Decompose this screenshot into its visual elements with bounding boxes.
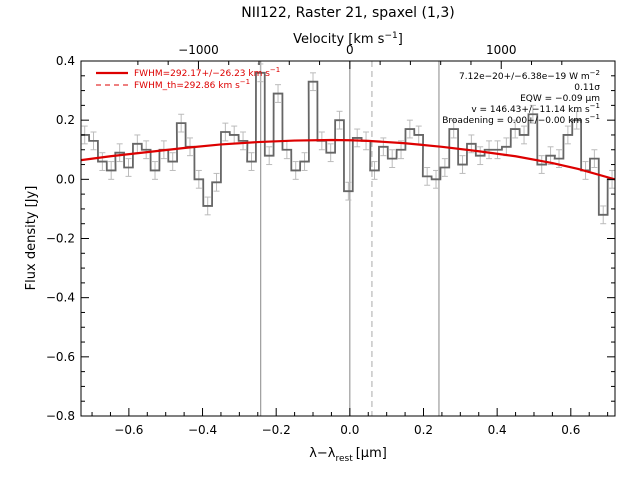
x-tick-label: −0.4 — [188, 423, 217, 437]
x-tick-label: 0.2 — [414, 423, 433, 437]
x-axis-label: λ−λrest [μm] — [309, 446, 387, 464]
annotation-line: 0.11σ — [574, 83, 600, 93]
fit-series — [81, 138, 615, 181]
chart-title: NII122, Raster 21, spaxel (1,3) — [241, 5, 454, 21]
y-tick-label: 0.2 — [56, 113, 75, 127]
y-tick-label: 0.0 — [56, 172, 75, 186]
x-tick-label: 0.0 — [340, 423, 359, 437]
y-tick-label: 0.4 — [56, 54, 75, 68]
legend-label: FWHM_th=292.86 km s−1 — [134, 78, 250, 91]
y-tick-label: −0.4 — [46, 291, 75, 305]
top-tick-label: 1000 — [486, 43, 517, 57]
x-tick-label: 0.6 — [561, 423, 580, 437]
annotation-line: 7.12e−20+/−6.38e−19 W m−2 — [459, 69, 600, 82]
top-tick-label: 0 — [346, 43, 354, 57]
top-axis-ticks: −1000 0 1000 — [137, 43, 563, 69]
data-series — [81, 71, 615, 216]
x-tick-label: 0.4 — [488, 423, 507, 437]
vertical-reference-lines — [260, 61, 440, 416]
annotation-line: EQW = −0.09 μm — [520, 94, 600, 104]
y-tick-label: −0.6 — [46, 350, 75, 364]
fit-curve — [81, 138, 615, 181]
top-tick-label: −1000 — [178, 43, 219, 57]
legend: FWHM=292.17+/−26.23 km s−1FWHM_th=292.86… — [96, 66, 280, 91]
y-tick-label: −0.8 — [46, 409, 75, 423]
y-axis-ticks: −0.8 −0.6 −0.4 −0.2 0.0 0.2 0.4 — [46, 54, 615, 423]
x-tick-label: −0.2 — [262, 423, 291, 437]
annotation-line: Broadening = 0.00+/−0.00 km s−1 — [442, 113, 600, 126]
x-axis-ticks: −0.6 −0.4 −0.2 0.0 0.2 0.4 0.6 — [91, 408, 609, 437]
x-tick-label: −0.6 — [114, 423, 143, 437]
legend-label: FWHM=292.17+/−26.23 km s−1 — [134, 66, 280, 79]
annotation-line: v = 146.43+/−11.14 km s−1 — [471, 102, 600, 115]
y-axis-label: Flux density [Jy] — [24, 186, 39, 291]
y-tick-label: −0.2 — [46, 232, 75, 246]
data-step-line — [81, 71, 615, 216]
top-axis-label: Velocity [km s−1] — [293, 31, 403, 47]
